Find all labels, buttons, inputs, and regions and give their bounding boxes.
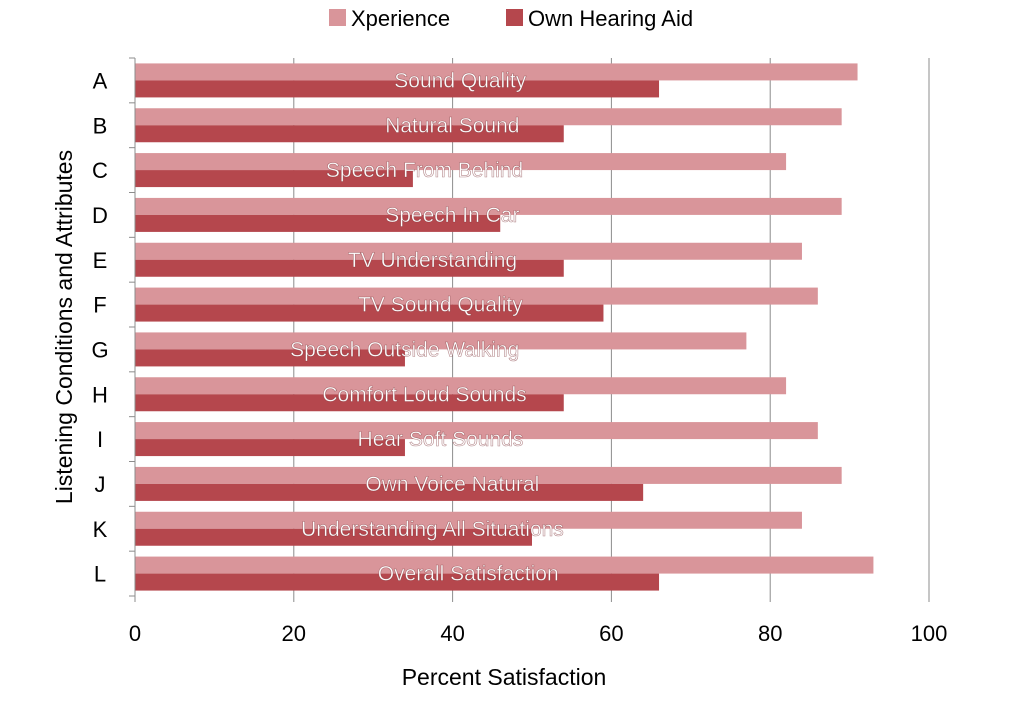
x-tick-label: 0 bbox=[129, 621, 141, 646]
x-tick-label: 40 bbox=[440, 621, 464, 646]
bar-xperience bbox=[135, 377, 787, 395]
x-tick-label: 100 bbox=[911, 621, 948, 646]
bar-annotation: Understanding All Situations bbox=[301, 518, 564, 541]
bar-own-hearing-aid bbox=[135, 573, 660, 591]
bar-own-hearing-aid bbox=[135, 80, 660, 98]
y-tick-label: H bbox=[92, 382, 108, 407]
bar-xperience bbox=[135, 287, 818, 305]
x-tick-label: 80 bbox=[758, 621, 782, 646]
bar-own-hearing-aid bbox=[135, 439, 405, 457]
bar-annotation: Natural Sound bbox=[385, 114, 519, 137]
y-tick-label: L bbox=[94, 562, 106, 587]
bar-annotation: TV Understanding bbox=[348, 249, 517, 272]
y-tick-label: B bbox=[93, 113, 108, 138]
bar-xperience bbox=[135, 466, 842, 484]
bar-xperience bbox=[135, 63, 858, 81]
bar-own-hearing-aid bbox=[135, 349, 405, 367]
y-tick-label: D bbox=[92, 203, 108, 228]
bar-own-hearing-aid bbox=[135, 125, 564, 143]
bar-xperience bbox=[135, 332, 747, 350]
bar-xperience bbox=[135, 511, 802, 529]
gridlines bbox=[293, 58, 930, 596]
bar-xperience bbox=[135, 422, 818, 440]
bar-annotation: Comfort Loud Sounds bbox=[322, 383, 526, 406]
y-tick-label: C bbox=[92, 158, 108, 183]
bar-xperience bbox=[135, 242, 802, 260]
x-tick-label: 20 bbox=[282, 621, 306, 646]
bar-annotation: Sound Quality bbox=[394, 69, 526, 92]
y-tick-label: F bbox=[93, 293, 106, 318]
y-tick-label: E bbox=[93, 248, 108, 273]
bar-annotation: Overall Satisfaction bbox=[378, 563, 559, 586]
bar-annotation: Speech From Behind bbox=[326, 159, 523, 182]
y-tick-label: A bbox=[93, 68, 108, 93]
bar-own-hearing-aid bbox=[135, 528, 532, 546]
y-tick-label: G bbox=[91, 337, 108, 362]
bar-annotations: Sound Quality Natural Sound Speech From Be… bbox=[290, 69, 564, 586]
bar-annotation: Speech In Car bbox=[385, 204, 519, 227]
bar-annotation: Own Voice Natural bbox=[365, 473, 539, 496]
legend-swatch bbox=[329, 9, 346, 26]
bar-own-hearing-aid bbox=[135, 394, 564, 412]
y-tick-label: J bbox=[95, 472, 106, 497]
bar-own-hearing-aid bbox=[135, 259, 564, 277]
bar-xperience bbox=[135, 153, 787, 171]
y-axis-title: Listening Conditions and Attributes bbox=[51, 150, 77, 504]
bar-annotation: Speech Outside Walking bbox=[290, 338, 519, 361]
legend-swatch bbox=[506, 9, 523, 26]
y-tick-label: I bbox=[97, 427, 103, 452]
bar-own-hearing-aid bbox=[135, 170, 413, 188]
bar-own-hearing-aid bbox=[135, 483, 644, 501]
bars bbox=[135, 63, 874, 591]
bar-annotation: TV Sound Quality bbox=[358, 294, 523, 317]
x-axis-title: Percent Satisfaction bbox=[402, 664, 607, 690]
bar-xperience bbox=[135, 556, 874, 574]
legend-label: Own Hearing Aid bbox=[528, 6, 693, 31]
bar-own-hearing-aid bbox=[135, 214, 501, 232]
bar-own-hearing-aid bbox=[135, 304, 604, 322]
bar-xperience bbox=[135, 108, 842, 126]
legend-label: Xperience bbox=[351, 6, 450, 31]
legend: Xperience Own Hearing Aid bbox=[329, 6, 693, 31]
bar-annotation: Hear Soft Sounds bbox=[358, 428, 524, 451]
bar-xperience bbox=[135, 197, 842, 215]
x-tick-label: 60 bbox=[599, 621, 623, 646]
y-tick-label: K bbox=[93, 517, 108, 542]
